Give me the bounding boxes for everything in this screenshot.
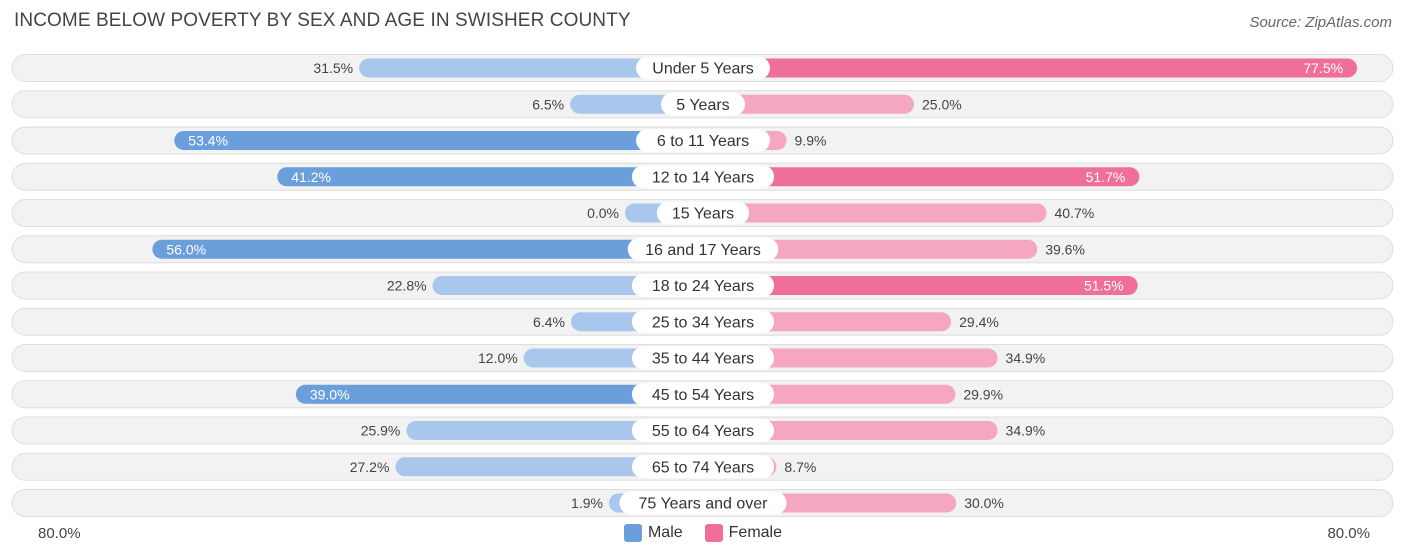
legend-item-male: Male <box>623 524 683 542</box>
female-bar <box>703 239 1038 259</box>
category-label: 65 to 74 Years <box>652 459 754 476</box>
category-label: 18 to 24 Years <box>652 278 754 295</box>
male-bar <box>174 131 703 150</box>
male-bar <box>152 239 704 259</box>
male-bar <box>277 167 703 187</box>
female-value-label: 25.0% <box>922 96 962 112</box>
row-3: 12 to 14 Years 41.2% 51.7% <box>11 162 1394 191</box>
row-10: 55 to 64 Years 25.9% 34.9% <box>11 416 1394 445</box>
category-pill <box>631 274 775 297</box>
legend-item-female: Female <box>704 524 783 542</box>
source-label: Source: ZipAtlas.com <box>1249 14 1392 31</box>
row-4: 15 Years 0.0% 40.7% <box>11 199 1394 227</box>
category-pill <box>636 129 770 152</box>
category-pill <box>660 92 746 116</box>
category-label: Under 5 Years <box>652 61 753 78</box>
male-bar <box>406 421 703 440</box>
male-value-label: 31.5% <box>313 60 353 76</box>
category-pill <box>631 165 775 189</box>
female-value-label: 34.9% <box>1006 350 1046 366</box>
row-2: 6 to 11 Years 53.4% 9.9% <box>11 126 1394 155</box>
female-value-label: 51.7% <box>1086 169 1126 185</box>
chart-title: INCOME BELOW POVERTY BY SEX AND AGE IN S… <box>14 10 631 31</box>
female-bar <box>703 348 998 368</box>
female-bar <box>703 94 914 114</box>
female-value-label: 34.9% <box>1006 423 1046 439</box>
male-value-label: 12.0% <box>478 350 518 366</box>
male-value-label: 6.5% <box>532 96 564 112</box>
male-value-label: 6.4% <box>533 314 565 330</box>
row-9: 45 to 54 Years 39.0% 29.9% <box>11 380 1394 409</box>
male-value-label: 56.0% <box>166 241 206 257</box>
female-value-label: 8.7% <box>784 459 816 475</box>
male-value-label: 39.0% <box>310 386 350 402</box>
category-label: 25 to 34 Years <box>652 314 754 331</box>
category-label: 5 Years <box>676 97 729 114</box>
category-label: 6 to 11 Years <box>657 133 749 150</box>
female-bar <box>703 421 998 440</box>
row-0: Under 5 Years 31.5% 77.5% <box>11 54 1394 82</box>
category-label: 55 to 64 Years <box>652 423 754 440</box>
category-label: 35 to 44 Years <box>652 351 754 368</box>
male-bar <box>359 58 703 78</box>
male-value-label: 41.2% <box>291 169 331 185</box>
category-pill <box>631 455 775 479</box>
chart-plot: Under 5 Years 31.5% 77.5% 5 Years 6.5% 25.0% 6… <box>11 54 1394 517</box>
female-value-label: 29.9% <box>963 386 1003 402</box>
female-value-label: 29.4% <box>959 314 999 330</box>
male-value-label: 25.9% <box>361 423 401 439</box>
female-value-label: 77.5% <box>1303 60 1343 76</box>
category-label: 16 and 17 Years <box>645 242 761 259</box>
category-label: 15 Years <box>672 206 734 223</box>
female-bar <box>703 203 1047 223</box>
male-value-label: 27.2% <box>350 459 390 475</box>
category-pill <box>656 201 750 225</box>
male-value-label: 53.4% <box>188 133 228 149</box>
male-value-label: 0.0% <box>587 205 619 221</box>
category-pill <box>631 346 775 370</box>
category-pill <box>619 491 787 515</box>
row-7: 25 to 34 Years 6.4% 29.4% <box>11 307 1394 336</box>
legend-swatch-male <box>623 524 642 542</box>
axis-right-label: 80.0% <box>1327 525 1370 542</box>
category-label: 45 to 54 Years <box>652 387 754 404</box>
category-pill <box>631 382 775 406</box>
category-pill <box>627 237 779 261</box>
female-bar <box>703 58 1358 78</box>
row-11: 65 to 74 Years 27.2% 8.7% <box>11 452 1394 481</box>
male-value-label: 1.9% <box>571 495 603 511</box>
category-pill <box>636 56 770 80</box>
legend-label-female: Female <box>728 524 783 541</box>
female-value-label: 40.7% <box>1055 205 1095 221</box>
legend-label-male: Male <box>647 524 683 541</box>
male-bar <box>295 384 703 404</box>
legend-swatch-female <box>704 524 723 542</box>
axis-left-label: 80.0% <box>38 525 81 542</box>
category-pill <box>631 310 775 334</box>
row-12: 75 Years and over 1.9% 30.0% <box>11 489 1394 517</box>
female-value-label: 9.9% <box>795 133 827 149</box>
legend: Male Female <box>0 524 1406 542</box>
category-pill <box>631 419 775 442</box>
female-bar <box>703 167 1140 187</box>
male-value-label: 22.8% <box>387 278 427 294</box>
category-label: 12 to 14 Years <box>652 169 754 186</box>
female-value-label: 51.5% <box>1084 278 1124 294</box>
category-label: 75 Years and over <box>639 496 769 513</box>
male-bar <box>395 457 703 477</box>
row-5: 16 and 17 Years 56.0% 39.6% <box>11 235 1394 264</box>
female-bar <box>703 276 1138 295</box>
female-value-label: 30.0% <box>964 495 1004 511</box>
row-6: 18 to 24 Years 22.8% 51.5% <box>11 271 1394 300</box>
female-value-label: 39.6% <box>1045 241 1085 257</box>
row-8: 35 to 44 Years 12.0% 34.9% <box>11 344 1394 372</box>
row-1: 5 Years 6.5% 25.0% <box>11 90 1394 119</box>
